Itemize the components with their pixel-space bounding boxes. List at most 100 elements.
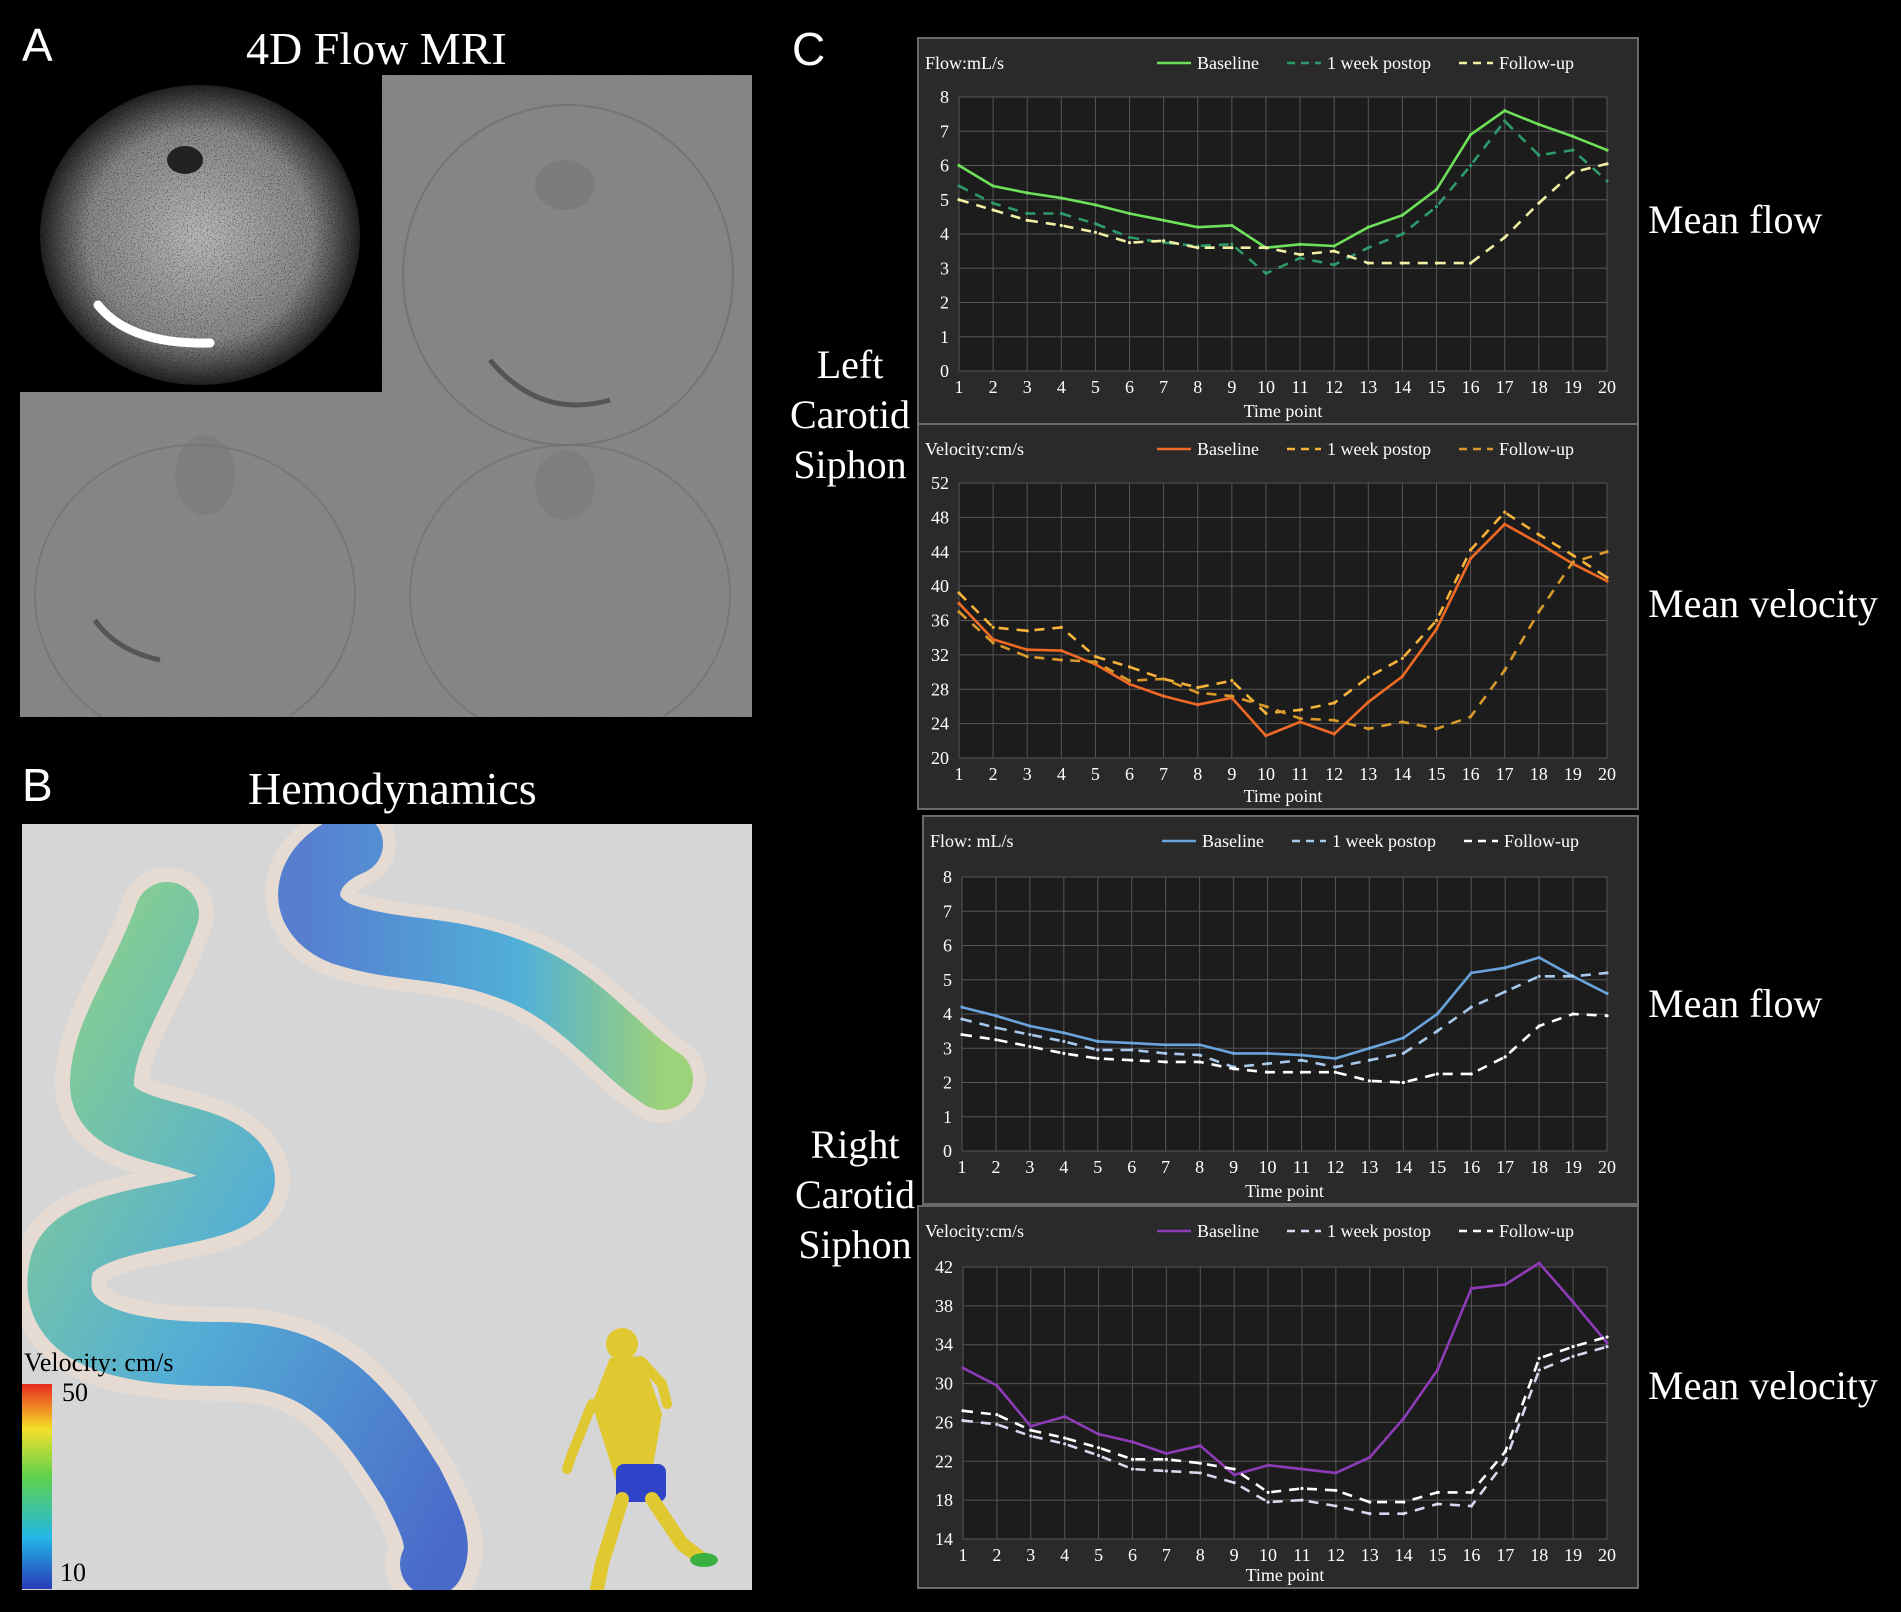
mri-magnitude-image xyxy=(20,75,382,392)
data-point xyxy=(1232,1473,1236,1477)
data-point xyxy=(1025,191,1029,195)
data-point xyxy=(1400,213,1404,217)
data-point xyxy=(1366,261,1370,265)
legend-label: Follow-up xyxy=(1499,439,1574,459)
x-tick-label: 4 xyxy=(1057,764,1066,784)
x-tick-label: 11 xyxy=(1293,1157,1310,1177)
panel-letter-a: A xyxy=(22,19,53,71)
data-point xyxy=(1571,1354,1575,1358)
data-point xyxy=(1230,679,1234,683)
y-tick-label: 14 xyxy=(935,1529,953,1549)
data-point xyxy=(991,637,995,642)
data-point xyxy=(1571,553,1575,557)
data-point xyxy=(1503,1459,1507,1463)
series-line xyxy=(958,119,1608,275)
data-point xyxy=(1435,1490,1440,1494)
data-point xyxy=(1400,232,1404,236)
x-tick-label: 19 xyxy=(1564,764,1582,784)
data-point xyxy=(1230,246,1234,250)
data-point xyxy=(1264,246,1268,250)
y-tick-label: 8 xyxy=(943,867,952,887)
x-tick-label: 20 xyxy=(1598,764,1616,784)
data-point xyxy=(1401,1051,1405,1055)
x-tick-label: 12 xyxy=(1327,1545,1345,1565)
data-point xyxy=(1232,1481,1236,1485)
data-point xyxy=(1537,122,1541,126)
x-tick-label: 11 xyxy=(1291,377,1308,397)
data-point xyxy=(994,1026,998,1030)
series-line xyxy=(961,971,1608,1069)
data-point xyxy=(1571,1345,1575,1349)
data-point xyxy=(1198,1060,1202,1064)
x-tick-label: 5 xyxy=(1091,377,1100,397)
data-point xyxy=(1096,1056,1100,1061)
data-point xyxy=(1469,1286,1474,1290)
y-tick-label: 24 xyxy=(931,714,949,734)
data-point xyxy=(1300,1486,1304,1491)
data-point xyxy=(1265,1051,1270,1055)
data-point xyxy=(1402,1512,1406,1516)
y-tick-label: 38 xyxy=(935,1296,953,1316)
data-point xyxy=(1093,203,1098,207)
data-point xyxy=(1537,201,1541,205)
data-point xyxy=(1059,196,1063,200)
data-point xyxy=(1298,242,1302,246)
data-point xyxy=(1062,1039,1066,1043)
plot-area xyxy=(963,1267,1607,1539)
data-point xyxy=(960,1017,964,1021)
data-point xyxy=(1333,1056,1338,1061)
data-point xyxy=(1130,1457,1135,1461)
data-point xyxy=(1366,700,1370,704)
data-point xyxy=(1332,244,1336,248)
y-tick-label: 4 xyxy=(943,1004,952,1024)
data-point xyxy=(1265,1070,1270,1074)
y-tick-label: 34 xyxy=(935,1335,953,1355)
data-point xyxy=(991,641,995,645)
data-point xyxy=(960,1005,964,1009)
data-point xyxy=(1164,1060,1168,1064)
x-axis-label: Time point xyxy=(1245,1181,1324,1201)
data-point xyxy=(1537,1368,1541,1372)
x-tick-label: 8 xyxy=(1196,1545,1205,1565)
data-point xyxy=(957,591,961,595)
x-tick-label: 9 xyxy=(1229,1157,1238,1177)
data-point xyxy=(957,601,961,605)
data-point xyxy=(1333,1065,1338,1069)
x-tick-label: 10 xyxy=(1259,1545,1277,1565)
data-point xyxy=(1029,1424,1033,1428)
data-point xyxy=(1298,708,1302,712)
data-point xyxy=(1605,1014,1609,1018)
data-point xyxy=(1127,211,1132,216)
y-tick-label: 26 xyxy=(935,1412,953,1432)
y-tick-label: 2 xyxy=(943,1073,952,1093)
data-point xyxy=(1503,668,1507,672)
y-tick-label: 48 xyxy=(931,507,949,527)
x-tick-label: 17 xyxy=(1496,1545,1514,1565)
data-point xyxy=(1402,1500,1406,1504)
y-tick-label: 18 xyxy=(935,1490,953,1510)
y-tick-label: 1 xyxy=(940,327,949,347)
metric-label-mean-velocity-right: Mean velocity xyxy=(1648,1363,1878,1408)
x-tick-label: 10 xyxy=(1259,1157,1277,1177)
data-point xyxy=(1266,1490,1270,1494)
x-tick-label: 15 xyxy=(1429,1545,1447,1565)
x-tick-label: 20 xyxy=(1598,377,1616,397)
x-tick-label: 16 xyxy=(1462,1157,1480,1177)
hemodynamics-render xyxy=(12,800,752,1612)
legend-label: Follow-up xyxy=(1499,53,1574,73)
data-point xyxy=(1164,1051,1168,1055)
series-line xyxy=(962,1261,1608,1477)
data-point xyxy=(1025,211,1029,216)
data-point xyxy=(1096,1446,1101,1450)
data-point xyxy=(1605,148,1609,152)
series-line xyxy=(958,162,1608,265)
right-carotid-siphon-label: Right Carotid Siphon xyxy=(775,1120,935,1270)
data-point xyxy=(1537,955,1541,960)
data-point xyxy=(1025,654,1029,659)
legend-label: 1 week postop xyxy=(1332,831,1436,851)
data-point xyxy=(1298,256,1302,260)
data-point xyxy=(1367,1058,1371,1062)
data-point xyxy=(1469,1490,1474,1494)
y-tick-label: 44 xyxy=(931,542,949,562)
data-point xyxy=(995,1422,999,1426)
